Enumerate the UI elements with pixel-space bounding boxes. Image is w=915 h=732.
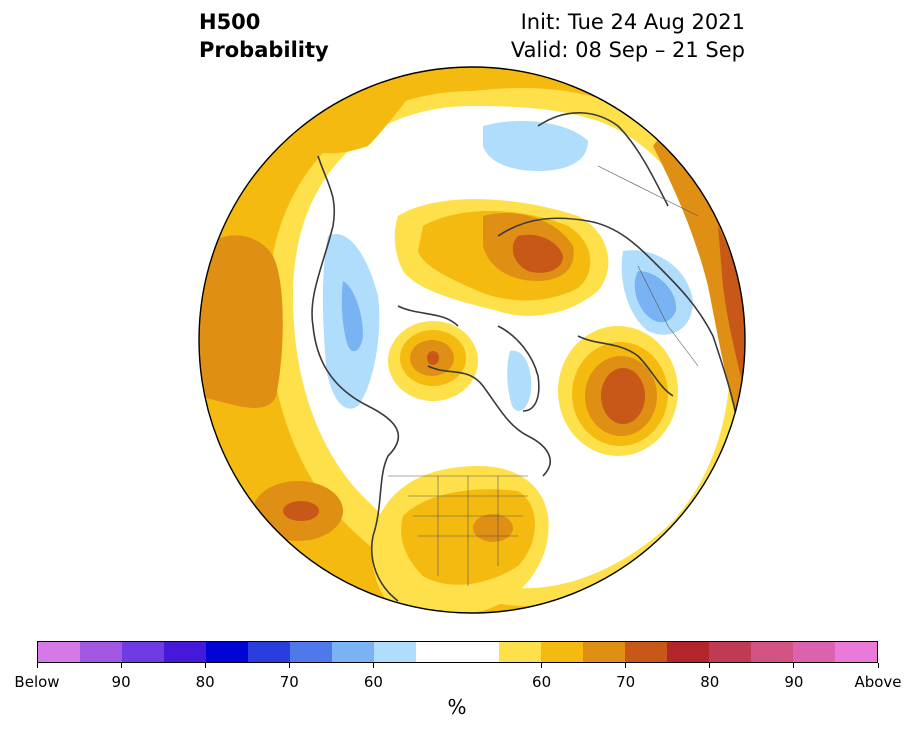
above-65-north [278,76,428,154]
probability-field [199,67,745,613]
colorbar-segment [709,642,752,662]
field-name: H500 [199,10,261,34]
above-75-eurasia [512,234,563,273]
below-60-arctic [483,121,588,171]
polar-map-svg [198,66,746,614]
below-65-alaska [341,281,363,352]
colorbar-tick-label: 80 [700,673,720,691]
colorbar-tick-label: 60 [363,673,383,691]
colorbar-segment [331,642,374,662]
colorbar-segment [163,642,206,662]
colorbar-tick [709,663,711,668]
map-boundary [198,66,746,614]
colorbar-tick [372,663,374,668]
borders [388,165,699,586]
above-70-west [199,235,283,408]
polar-map [198,66,746,614]
forecast-dates: Init: Tue 24 Aug 2021 Valid: 08 Sep – 21… [511,8,745,64]
colorbar-segment [793,642,836,662]
above-75-southwest [283,501,319,521]
product-name: Probability [199,38,329,62]
colorbar-tick [877,663,879,668]
init-date: Init: Tue 24 Aug 2021 [520,10,745,34]
colorbar [37,641,878,663]
above-75-east-edge [718,226,745,396]
colorbar-segment [751,642,794,662]
coastlines [311,112,739,602]
colorbar-segment [79,642,122,662]
colorbar-segment [289,642,332,662]
above-75-atlantic [601,368,645,424]
colorbar-tick [120,663,122,668]
colorbar-segment [835,642,878,662]
colorbar-tick [36,663,38,668]
colorbar-segment [667,642,710,662]
colorbar-segment [247,642,290,662]
colorbar-segment [583,642,626,662]
colorbar-tick [793,663,795,668]
colorbar-unit: % [447,695,467,719]
colorbar-tick-label: Below [14,673,60,691]
colorbar-tick-label: 70 [279,673,299,691]
map-title: H500 Probability [199,8,329,64]
colorbar-tick-label: 60 [532,673,552,691]
above-75-canada [427,351,439,365]
colorbar-tick-label: 70 [616,673,636,691]
below-65-europe [634,271,677,323]
colorbar-segment [541,642,584,662]
colorbar-tick-label: 90 [111,673,131,691]
above-70-us [473,514,513,542]
colorbar-tick [625,663,627,668]
colorbar-segment [457,642,500,662]
valid-range: Valid: 08 Sep – 21 Sep [510,38,745,62]
above-60-ring [199,67,745,613]
colorbar-tick [288,663,290,668]
colorbar-tick-label: 90 [784,673,804,691]
colorbar-segment [499,642,542,662]
colorbar-segment [373,642,416,662]
colorbar-segment [121,642,164,662]
colorbar-tick-label: 80 [195,673,215,691]
colorbar-tick-label: Above [854,673,902,691]
colorbar-segment [625,642,668,662]
colorbar-segment [205,642,248,662]
colorbar-segment [38,642,80,662]
colorbar-tick [204,663,206,668]
below-60-greenland [507,350,532,411]
colorbar-tick [541,663,543,668]
colorbar-segment [415,642,458,662]
